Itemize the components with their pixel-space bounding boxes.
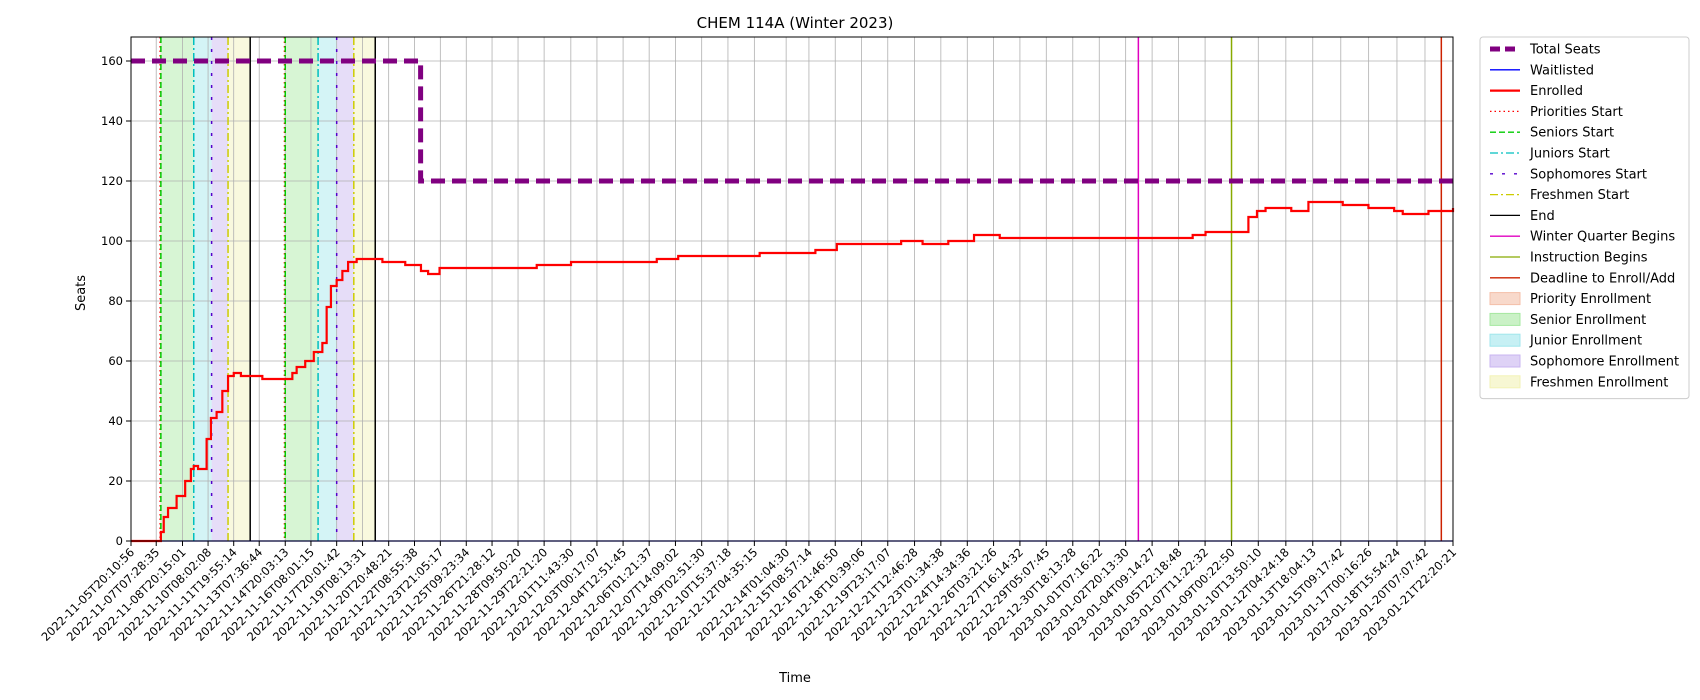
legend-swatch-priority-enrollment [1489,292,1521,306]
legend-label-sophomores-start: Sophomores Start [1530,167,1647,182]
span-freshmen-enrollment-1 [353,37,376,541]
legend-label-waitlisted: Waitlisted [1530,63,1594,78]
legend-label-priorities-start: Priorities Start [1530,105,1623,120]
legend-label-sophomore-enrollment: Sophomore Enrollment [1530,355,1679,370]
span-sophomore-enrollment-0 [211,37,229,541]
span-senior-enrollment-0 [160,37,194,541]
legend-swatch-junior-enrollment [1489,333,1521,347]
y-tick-label: 40 [108,414,123,428]
legend-label-junior-enrollment: Junior Enrollment [1529,334,1642,349]
legend-label-senior-enrollment: Senior Enrollment [1530,313,1646,328]
y-tick-label: 80 [108,294,123,308]
legend-swatch-sophomore-enrollment [1489,354,1521,368]
x-axis-title: Time [778,671,811,686]
legend-label-total-seats: Total Seats [1529,43,1601,58]
span-sophomore-enrollment-1 [336,37,354,541]
plot-frame [130,36,1454,542]
legend-label-freshmen-start: Freshmen Start [1530,188,1629,203]
series-enrolled [131,200,1455,543]
legend-label-freshmen-enrollment: Freshmen Enrollment [1530,375,1668,390]
span-junior-enrollment-1 [318,37,337,541]
y-tick-label: 160 [101,54,123,68]
legend-frame [1479,36,1690,400]
y-tick-label: 20 [108,474,123,488]
legend-label-juniors-start: Juniors Start [1529,147,1610,162]
span-senior-enrollment-1 [285,37,319,541]
legend-swatch-senior-enrollment [1489,312,1521,326]
plot-area: 0204060801001201401602022-11-05T20:10:56… [38,36,1459,644]
legend-label-winter-quarter-begins: Winter Quarter Begins [1530,230,1675,245]
y-axis-title: Seats [74,275,89,311]
legend: Total Seats Waitlisted Enrolled Priorities … [1479,36,1690,400]
legend-label-priority-enrollment: Priority Enrollment [1530,292,1651,307]
series-total-seats [131,58,1453,184]
y-tick-label: 60 [108,354,123,368]
chart-title: CHEM 114A (Winter 2023) [697,14,894,32]
y-tick-label: 100 [101,234,123,248]
span-junior-enrollment-0 [193,37,212,541]
legend-label-enrolled: Enrolled [1530,84,1583,99]
legend-label-instruction-begins: Instruction Begins [1530,251,1648,266]
span-freshmen-enrollment-0 [228,37,251,541]
legend-swatch-freshmen-enrollment [1489,375,1521,389]
legend-label-deadline-to-enroll-add: Deadline to Enroll/Add [1530,271,1675,286]
legend-label-end: End [1530,209,1555,224]
y-tick-label: 0 [116,534,123,548]
y-tick-label: 140 [101,114,123,128]
y-tick-label: 120 [101,174,123,188]
legend-label-seniors-start: Seniors Start [1530,126,1614,141]
